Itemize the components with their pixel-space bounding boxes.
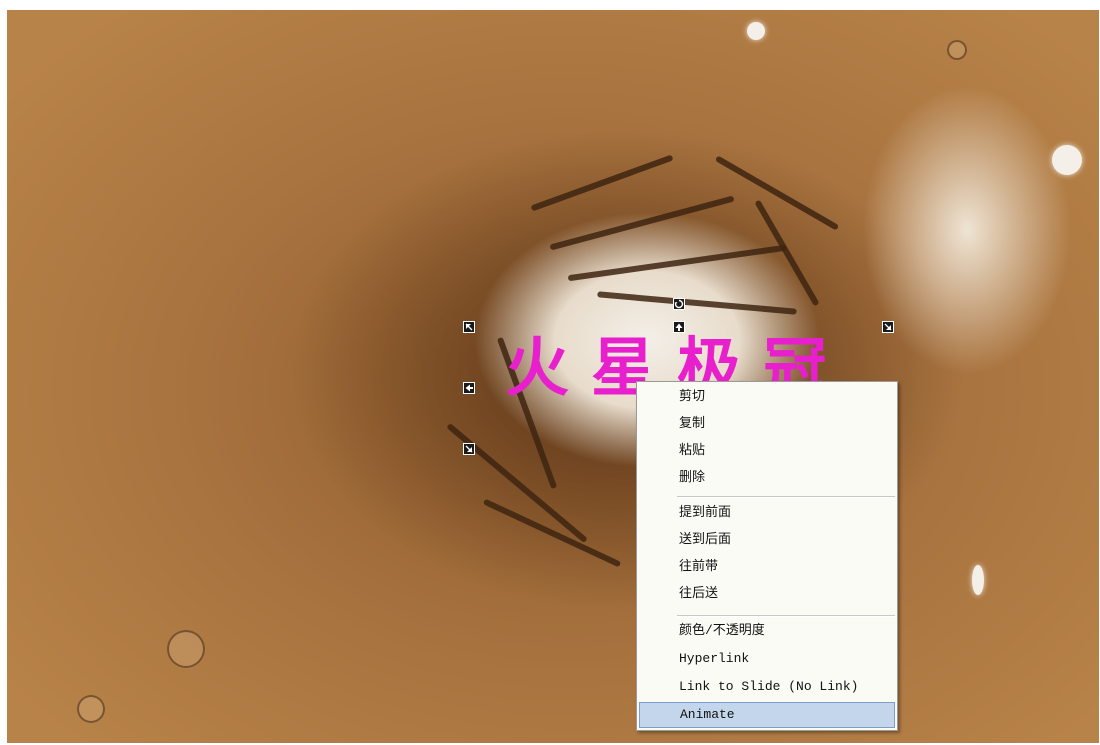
menu-item-hyperlink[interactable]: Hyperlink [679,651,750,666]
menu-item-bring-to-front[interactable]: 提到前面 [679,505,732,520]
resize-ne-icon[interactable] [882,321,894,333]
menu-item-bring-forward[interactable]: 往前带 [679,559,719,574]
crater [947,40,967,60]
menu-separator [677,615,895,617]
bright-spot [747,22,765,40]
menu-item-link-to-slide[interactable]: Link to Slide (No Link) [679,679,859,694]
menu-item-send-to-back[interactable]: 送到后面 [679,532,732,547]
ice-stripe [567,244,787,282]
crater [77,695,105,723]
crater [167,630,205,668]
resize-nw-icon[interactable] [463,321,475,333]
resize-sw-icon[interactable] [463,443,475,455]
menu-item-paste[interactable]: 粘贴 [679,443,706,458]
menu-item-copy[interactable]: 复制 [679,416,706,431]
ice-stripe [530,154,674,212]
context-menu: 剪切 复制 粘贴 删除 提到前面 送到后面 往前带 往后送 颜色/不透明度 Hy… [636,381,898,731]
ice-stripe [446,422,588,544]
resize-w-icon[interactable] [463,382,475,394]
menu-item-color-opacity[interactable]: 颜色/不透明度 [679,623,765,638]
menu-item-cut[interactable]: 剪切 [679,389,706,404]
menu-item-send-backward[interactable]: 往后送 [679,586,719,601]
ice-stripe [714,155,840,231]
ice-stripe [549,195,735,251]
menu-separator [677,496,895,498]
bright-spot [972,565,984,595]
bright-spot [1052,145,1082,175]
rotate-icon[interactable] [673,298,685,310]
menu-item-delete[interactable]: 删除 [679,470,706,485]
menu-item-animate[interactable]: Animate [639,702,895,728]
resize-n-icon[interactable] [673,321,685,333]
ice-stripe [597,291,797,315]
slide-image-mars-polar-cap[interactable] [7,10,1099,743]
